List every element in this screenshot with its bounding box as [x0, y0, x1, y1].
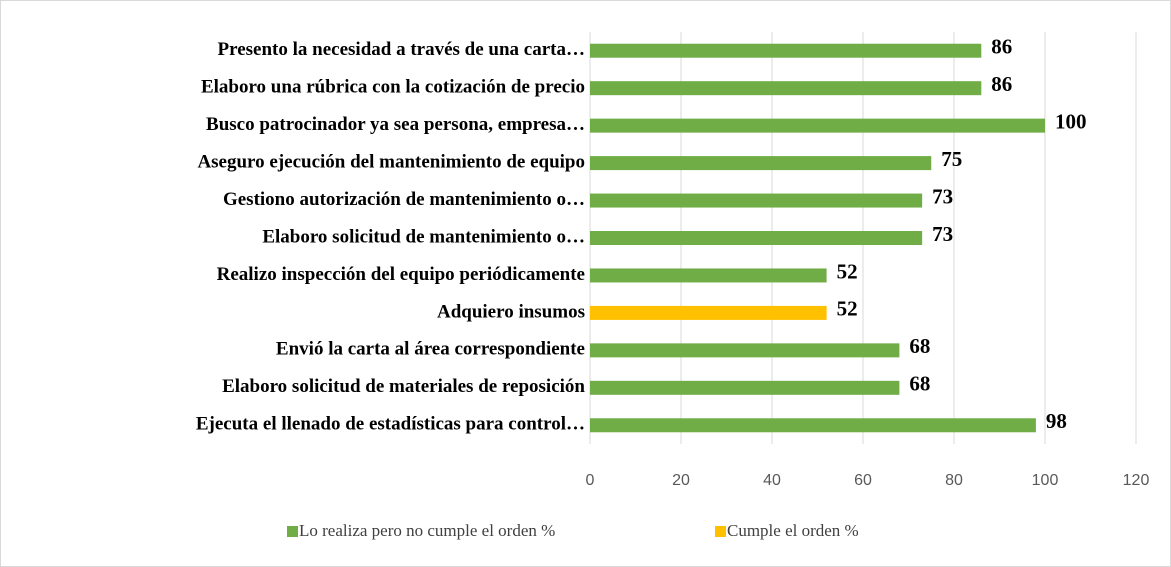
data-label: 68 [909, 372, 930, 396]
bar [590, 81, 982, 96]
category-label: Aseguro ejecución del mantenimiento de e… [197, 151, 585, 172]
data-label: 68 [909, 334, 930, 358]
x-tick-label: 60 [854, 472, 872, 489]
bar [590, 43, 982, 58]
category-label: Elaboro solicitud de mantenimiento o… [262, 226, 585, 247]
bar [590, 118, 1045, 133]
data-label: 52 [837, 297, 858, 321]
legend-label: Lo realiza pero no cumple el orden % [299, 521, 555, 540]
bar [590, 343, 900, 358]
legend-swatch [715, 526, 726, 537]
category-label: Envió la carta al área correspondiente [276, 339, 585, 360]
data-label: 52 [837, 259, 858, 283]
x-tick-label: 0 [586, 472, 595, 489]
data-label: 100 [1055, 109, 1087, 133]
data-label: 73 [932, 184, 953, 208]
data-label: 86 [991, 72, 1012, 96]
category-label: Gestiono autorización de mantenimiento o… [223, 189, 585, 210]
bar [590, 268, 827, 283]
data-label: 73 [932, 222, 953, 246]
x-tick-label: 40 [763, 472, 781, 489]
category-label: Elaboro una rúbrica con la cotización de… [201, 77, 585, 98]
bar [590, 156, 932, 171]
category-label: Ejecuta el llenado de estadísticas para … [196, 414, 585, 435]
x-tick-label: 80 [945, 472, 963, 489]
x-tick-label: 20 [672, 472, 690, 489]
category-label: Presento la necesidad a través de una ca… [218, 39, 585, 60]
category-label: Elaboro solicitud de materiales de repos… [222, 376, 585, 397]
data-label: 98 [1046, 409, 1067, 433]
category-label: Adquiero insumos [437, 301, 585, 322]
legend-label: Cumple el orden % [727, 521, 859, 540]
bar [590, 418, 1036, 433]
category-label: Realizo inspección del equipo periódicam… [217, 264, 585, 285]
data-label: 75 [941, 147, 962, 171]
legend-swatch [287, 526, 298, 537]
x-tick-label: 100 [1032, 472, 1059, 489]
bar [590, 231, 923, 245]
bar [590, 193, 923, 208]
bar [590, 305, 827, 320]
bar [590, 380, 900, 395]
x-tick-label: 120 [1123, 472, 1150, 489]
data-label: 86 [991, 35, 1012, 59]
category-label: Busco patrocinador ya sea persona, empre… [206, 114, 585, 135]
